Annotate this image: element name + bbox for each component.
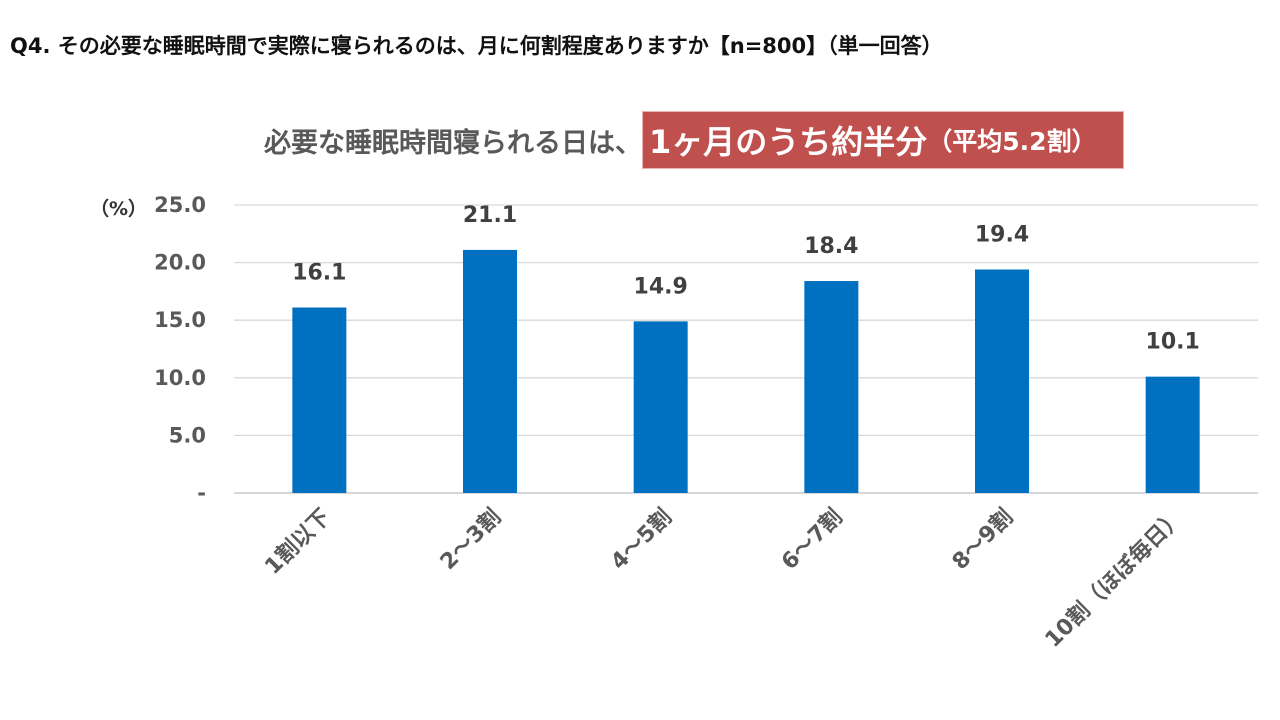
headline-prefix: 必要な睡眠時間寝られる日は、 [264,127,642,159]
data-label: 21.1 [463,203,517,228]
data-label: 16.1 [292,261,346,286]
x-axis-labels: 1割以下 2～3割 4～5割 6～7割 8～9割 10割（ほぼ毎日） [260,504,1189,653]
data-label: 10.1 [1146,330,1200,355]
data-label: 14.9 [634,274,688,299]
bar [292,307,347,493]
bars [292,249,1200,493]
headline-highlight-sub: （平均5.2割） [927,127,1097,156]
chart-headline: 必要な睡眠時間寝られる日は、 1ヶ月のうち約半分 （平均5.2割） [264,111,1124,169]
x-category-label: 10割（ほぼ毎日） [1040,504,1189,653]
x-category-label: 4～5割 [606,504,677,575]
question-title: Q4. その必要な睡眠時間で実際に寝られるのは、月に何割程度ありますか【n=80… [10,34,943,58]
gridlines [234,204,1258,494]
bar [463,249,517,493]
bar [975,269,1029,493]
x-category-label: 2～3割 [435,504,506,575]
y-tick-label: 10.0 [154,366,206,390]
x-category-label: 8～9割 [947,504,1018,575]
x-category-label: 6～7割 [776,504,847,575]
y-tick-label: 5.0 [169,423,206,447]
x-category-label: 1割以下 [260,504,336,580]
bar [804,281,859,493]
data-labels: 16.1 21.1 14.9 18.4 19.4 10.1 [292,203,1200,355]
headline-highlight: 1ヶ月のうち約半分 [649,123,928,161]
y-axis-ticks: - 5.0 10.0 15.0 20.0 25.0 [154,193,206,505]
data-label: 19.4 [975,223,1029,248]
bar [1145,376,1200,493]
y-axis-unit-label: （%） [90,198,148,220]
y-tick-label: 25.0 [154,193,206,217]
data-label: 18.4 [804,234,858,259]
bar [633,321,688,493]
y-tick-label: - [197,481,206,505]
y-tick-label: 20.0 [154,251,206,275]
headline-highlight-box: 1ヶ月のうち約半分 （平均5.2割） [642,111,1124,169]
y-tick-label: 15.0 [154,308,206,332]
